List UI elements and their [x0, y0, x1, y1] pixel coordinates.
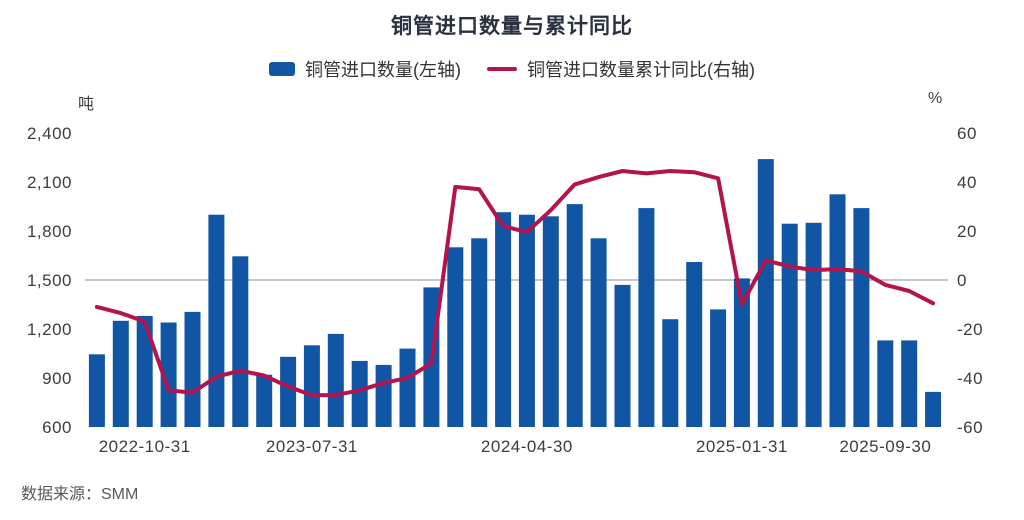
left-axis-tick-labels: 600 900 1,200 1,500 1,800 2,100 2,400 — [27, 124, 72, 437]
right-axis-tick-label: -60 — [957, 418, 983, 437]
x-axis-tick-label: 2025-01-31 — [696, 437, 788, 456]
bar — [88, 354, 105, 427]
bar — [280, 356, 297, 427]
right-axis-tick-label: 0 — [957, 271, 967, 290]
bar — [925, 391, 942, 427]
bar — [590, 238, 607, 427]
bar — [853, 208, 870, 427]
bar — [686, 262, 703, 427]
left-axis-tick-label: 2,100 — [27, 173, 72, 192]
bar — [447, 247, 464, 427]
bar — [495, 212, 512, 427]
x-axis-tick-label: 2023-07-31 — [266, 437, 358, 456]
left-axis-tick-label: 1,500 — [27, 271, 72, 290]
right-axis-tick-label: 60 — [957, 124, 977, 143]
left-axis-tick-label: 1,200 — [27, 320, 72, 339]
x-axis-tick-label: 2024-04-30 — [481, 437, 573, 456]
bar — [566, 204, 583, 427]
right-axis-tick-label: 40 — [957, 173, 977, 192]
bar — [327, 333, 344, 427]
bar — [614, 284, 631, 427]
x-axis-tick-label: 2025-09-30 — [839, 437, 931, 456]
right-axis-tick-label: 20 — [957, 222, 977, 241]
left-axis-tick-label: 2,400 — [27, 124, 72, 143]
bar — [781, 223, 798, 427]
bar — [256, 374, 273, 427]
bar — [638, 208, 655, 427]
legend-item-bar-series[interactable]: 铜管进口数量(左轴) — [269, 56, 461, 82]
bar — [877, 340, 894, 427]
left-axis-unit-label: 吨 — [78, 96, 95, 113]
bar — [757, 159, 774, 427]
x-axis-tick-label: 2022-10-31 — [99, 437, 191, 456]
bar — [471, 238, 488, 427]
yoy-line — [94, 169, 936, 398]
bar — [208, 214, 225, 427]
line-series-swatch-icon — [487, 67, 517, 71]
bar — [518, 214, 535, 427]
legend-label-line-series: 铜管进口数量累计同比(右轴) — [527, 60, 755, 80]
right-axis-tick-label: -40 — [957, 369, 983, 388]
bar — [805, 222, 822, 427]
bar-series-swatch-icon — [269, 62, 295, 76]
left-axis-tick-label: 1,800 — [27, 222, 72, 241]
legend-item-line-series[interactable]: 铜管进口数量累计同比(右轴) — [487, 56, 755, 82]
bar — [136, 315, 153, 427]
bar — [351, 360, 368, 427]
legend-label-bar-series: 铜管进口数量(左轴) — [305, 60, 461, 80]
bar — [112, 320, 129, 427]
bar — [303, 345, 320, 427]
bar — [160, 322, 177, 427]
bar — [733, 278, 750, 427]
right-axis-tick-label: -20 — [957, 320, 983, 339]
bar — [399, 348, 416, 427]
bar — [710, 309, 727, 427]
left-axis-tick-label: 900 — [42, 369, 72, 388]
right-axis-unit-label: % — [928, 90, 943, 107]
data-source: 数据来源：SMM — [21, 486, 139, 503]
bar — [375, 364, 392, 427]
bar — [829, 194, 846, 428]
bar — [542, 216, 559, 427]
right-axis-tick-labels: -60 -40 -20 0 20 40 60 — [957, 124, 983, 437]
bar — [662, 319, 679, 427]
left-axis-tick-label: 600 — [42, 418, 72, 437]
legend: 铜管进口数量(左轴) 铜管进口数量累计同比(右轴) — [0, 56, 1024, 82]
bar — [232, 256, 249, 427]
bar — [901, 340, 918, 427]
bar — [184, 311, 201, 427]
bar-series — [88, 159, 942, 428]
x-axis-tick-labels: 2022-10-31 2023-07-31 2024-04-30 2025-01-31… — [99, 437, 931, 456]
chart-title: 铜管进口数量与累计同比 — [391, 15, 633, 38]
